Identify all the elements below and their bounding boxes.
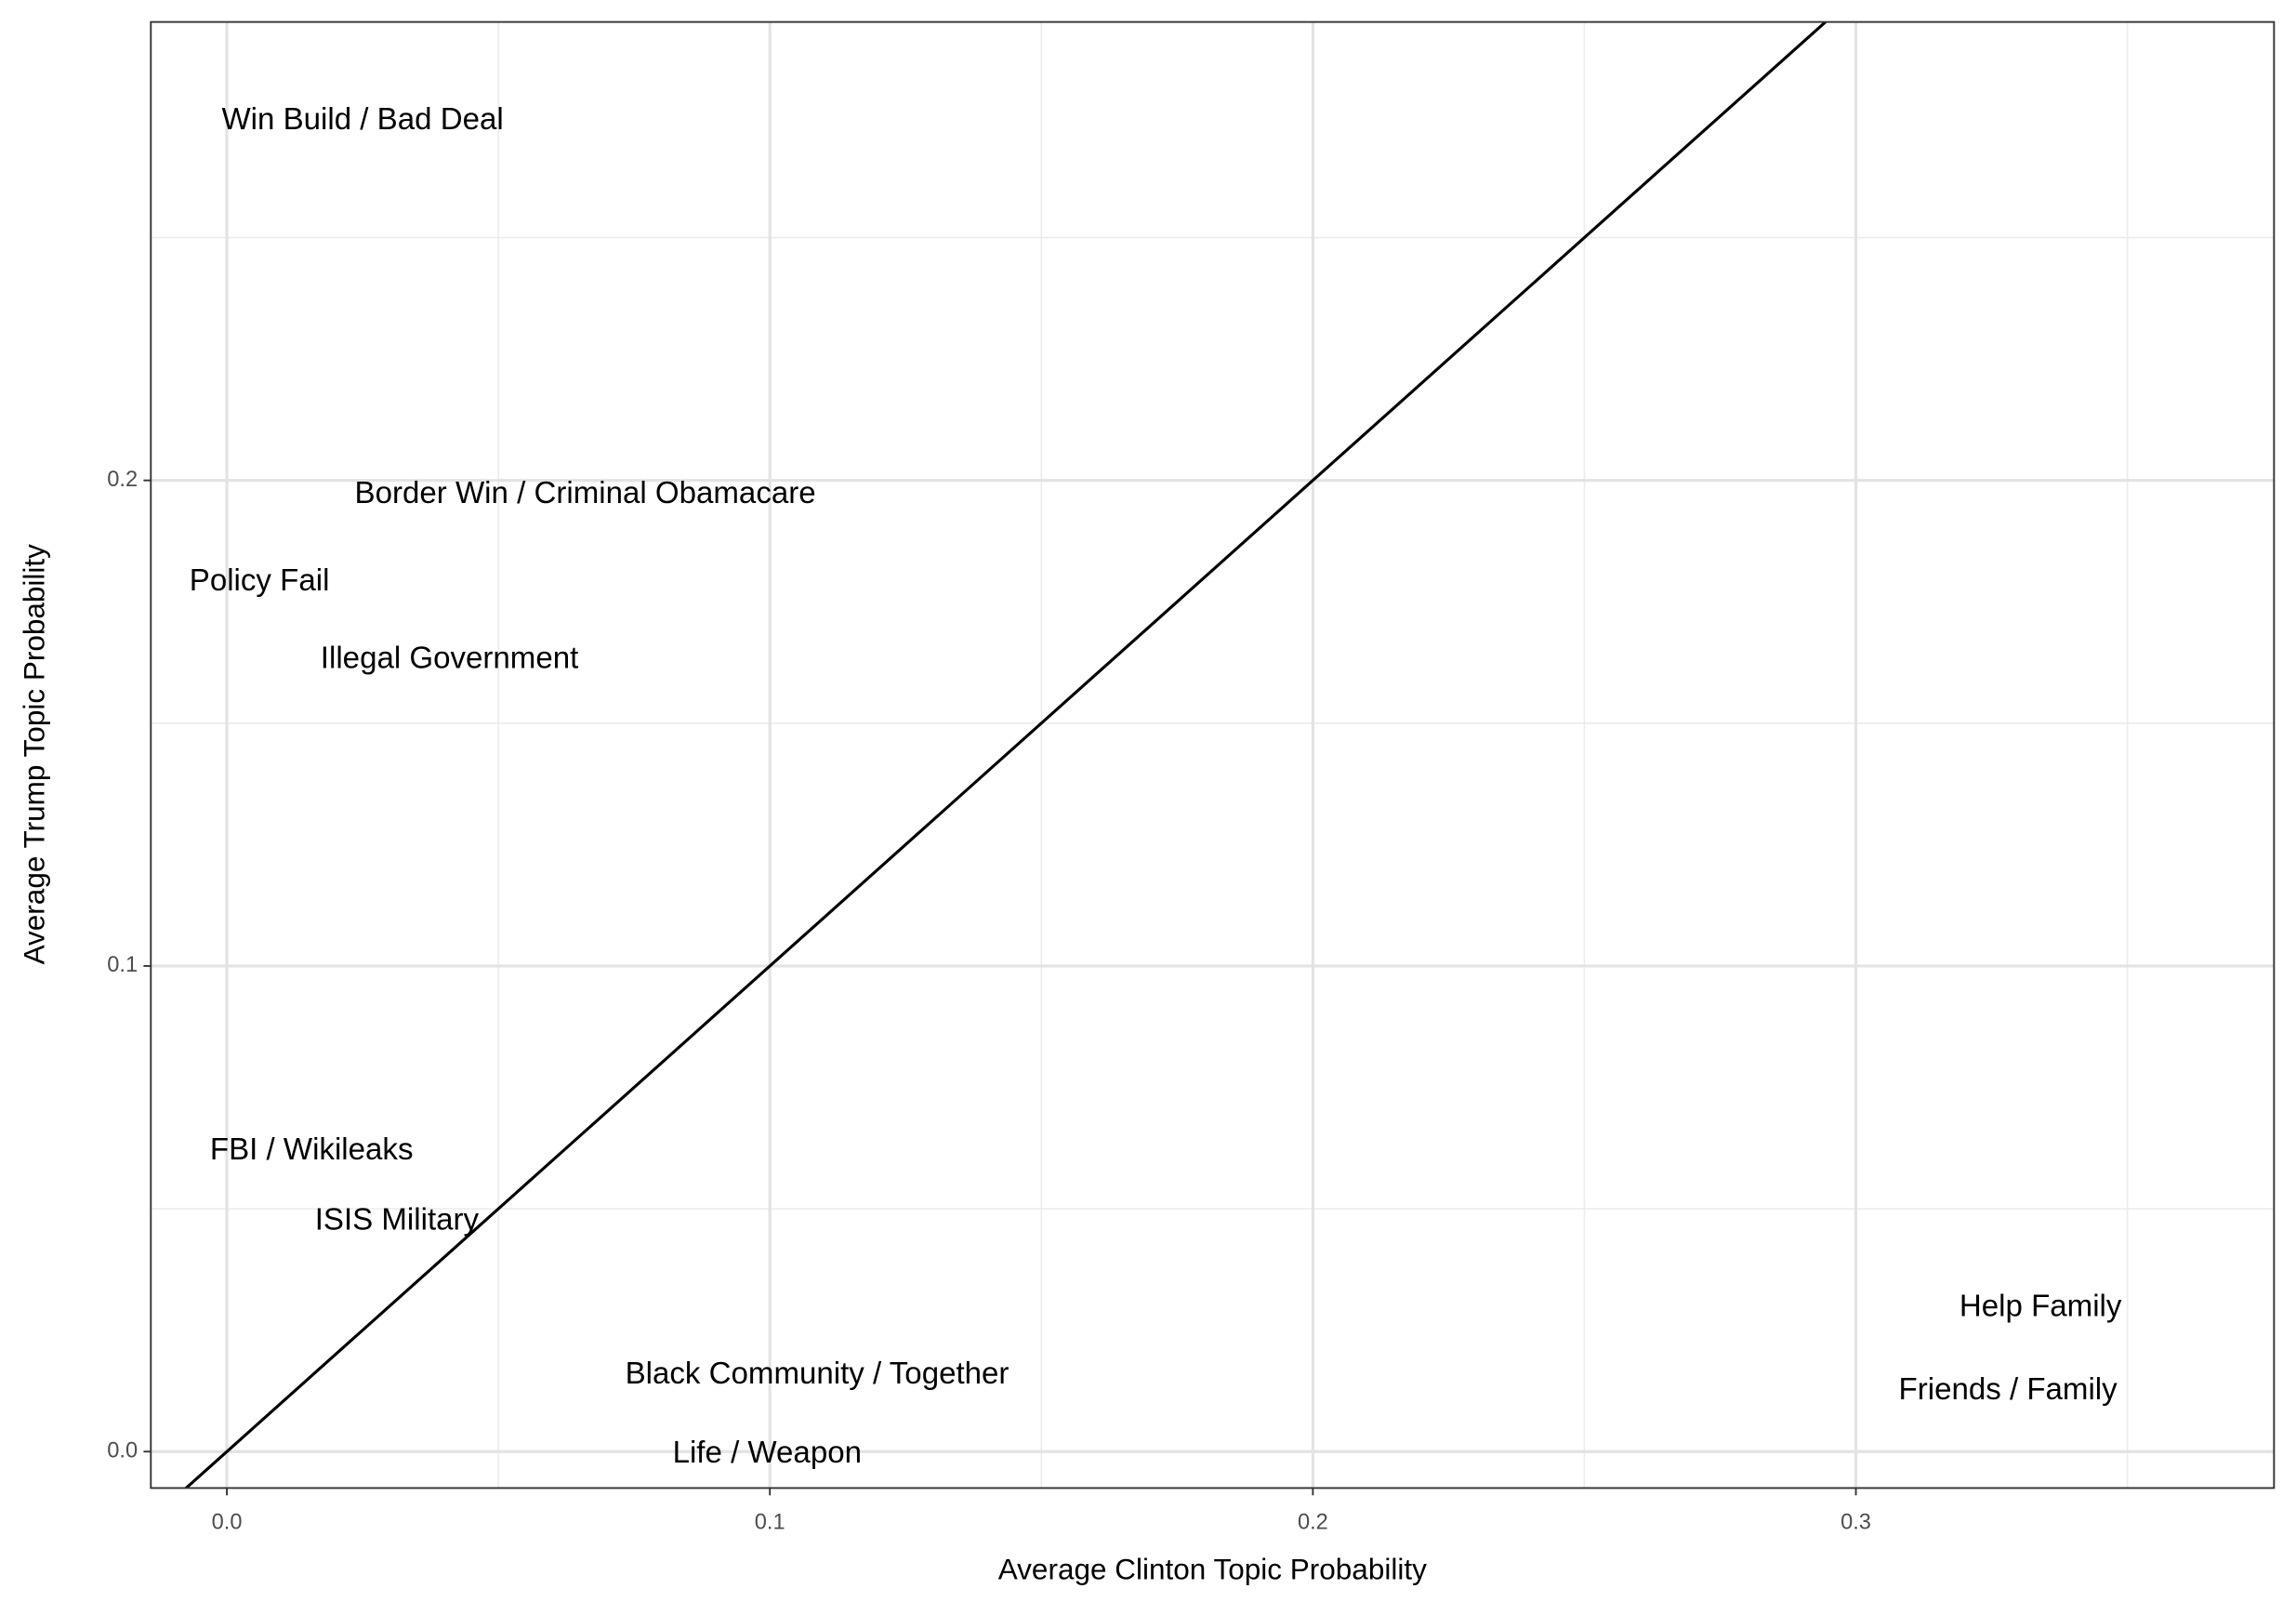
- x-tick-label: 0.2: [1298, 1510, 1328, 1534]
- point-label: Black Community / Together: [626, 1357, 1009, 1391]
- point-label: Illegal Government: [321, 642, 579, 676]
- y-tick-label: 0.1: [107, 953, 138, 977]
- x-tick-label: 0.0: [212, 1510, 243, 1534]
- y-tick-label: 0.0: [107, 1438, 138, 1463]
- point-label: Win Build / Bad Deal: [221, 102, 503, 137]
- axes: 0.0 0.1 0.2 0.3 0.0 0.1 0.2: [107, 468, 1871, 1535]
- plot-area: Win Build / Bad Deal Border Win / Crimina…: [183, 21, 2122, 1489]
- point-label: FBI / Wikileaks: [210, 1132, 414, 1167]
- point-label: Help Family: [1960, 1289, 2122, 1323]
- y-tick-label: 0.2: [107, 468, 138, 492]
- point-label: Life / Weapon: [673, 1436, 862, 1470]
- grid: [151, 21, 2275, 1489]
- point-label: ISIS Military: [315, 1202, 480, 1237]
- point-label: Border Win / Criminal Obamacare: [355, 476, 816, 510]
- point-label: Friends / Family: [1899, 1372, 2118, 1407]
- x-tick-label: 0.3: [1841, 1510, 1871, 1534]
- panel-border: [150, 20, 2276, 1489]
- point-label: Policy Fail: [190, 563, 330, 598]
- x-axis-title: Average Clinton Topic Probability: [998, 1553, 1427, 1586]
- identity-line: [183, 21, 1828, 1489]
- y-axis-title: Average Trump Topic Probability: [18, 544, 51, 965]
- x-tick-label: 0.1: [755, 1510, 785, 1534]
